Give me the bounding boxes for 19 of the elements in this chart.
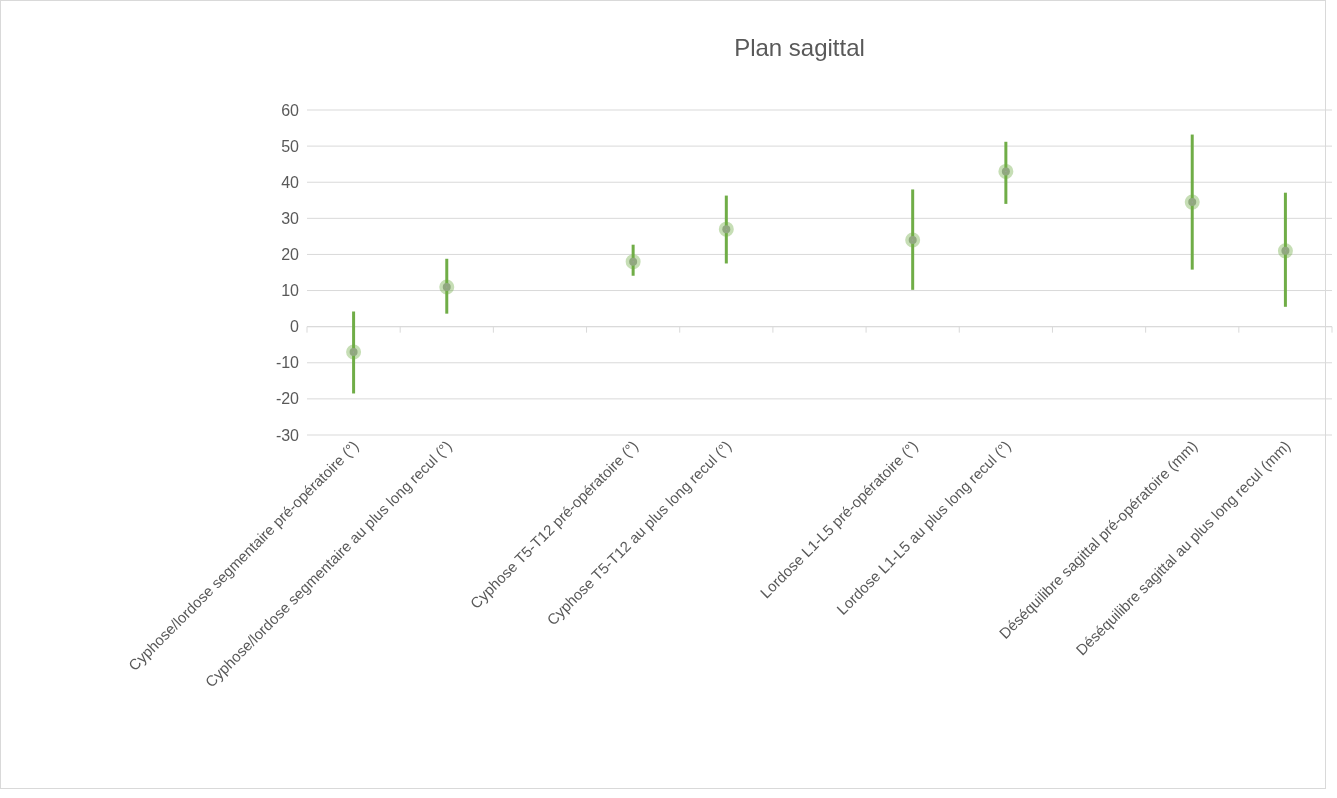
point — [1184, 194, 1200, 210]
y-tick-label: 60 — [281, 101, 300, 119]
y-tick-label: 40 — [281, 173, 300, 191]
chart-title: Plan sagittal — [734, 34, 865, 61]
point — [905, 232, 921, 248]
y-tick-label: 50 — [281, 137, 300, 155]
point — [998, 163, 1014, 179]
y-tick-label: 20 — [281, 246, 300, 264]
y-tick-label: 10 — [281, 282, 300, 300]
y-tick-label: -10 — [275, 354, 300, 372]
y-tick-label: 30 — [281, 209, 300, 227]
point — [718, 221, 734, 237]
y-tick-label: -30 — [275, 426, 300, 444]
y-tick-label: -20 — [275, 390, 300, 408]
point — [625, 254, 641, 270]
y-tick-label: 0 — [290, 318, 300, 336]
point — [439, 279, 455, 295]
point — [1277, 243, 1293, 259]
point — [346, 344, 362, 360]
